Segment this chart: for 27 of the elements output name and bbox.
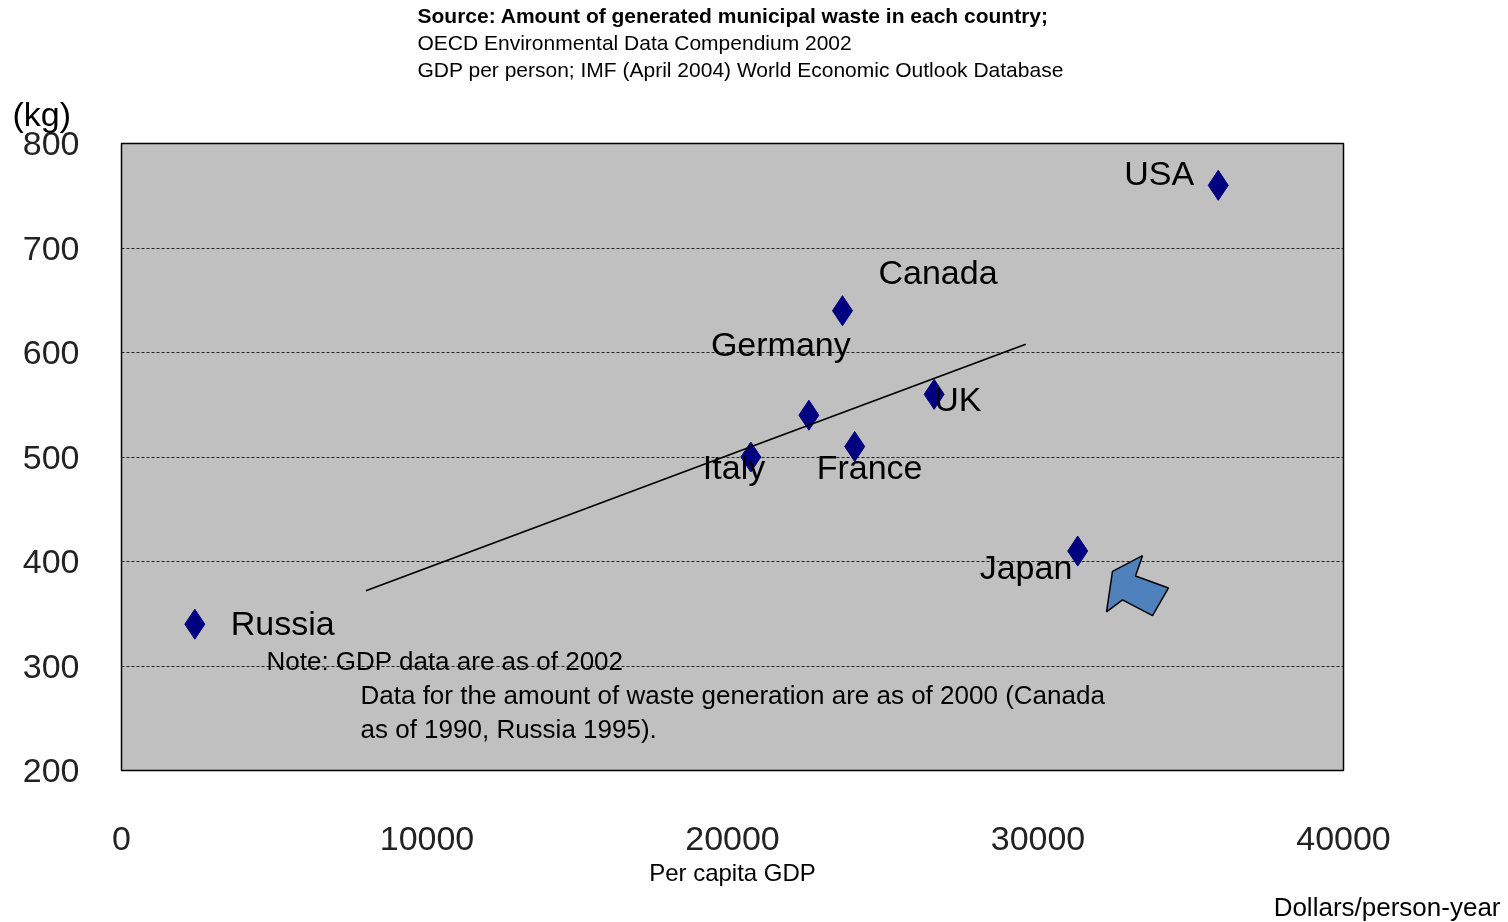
y-tick-label: 300: [22, 646, 80, 685]
annotation: Canada: [878, 252, 998, 291]
annotation: Data for the amount of waste generation are as of 2000 (Canada: [360, 679, 1106, 710]
annotation: USA: [1124, 153, 1195, 192]
y-tick-label: 200: [22, 751, 80, 789]
x-axis-title: Per capita GDP: [649, 858, 816, 886]
annotation: Russia: [230, 603, 335, 642]
y-tick-label: 700: [22, 228, 80, 267]
x-tick-label: 10000: [379, 818, 475, 857]
text: GDP per person; IMF (April 2004) World Economic Outlook Database: [417, 57, 1064, 81]
y-tick-label: 400: [22, 542, 80, 580]
annotation: as of 1990, Russia 1995).: [360, 713, 657, 744]
chart-title: Source: Amount of generated municipal waste in each country;: [417, 3, 1048, 27]
x-tick-label: 0: [112, 818, 131, 857]
annotation: Note: GDP data are as of 2002: [266, 645, 624, 676]
y-tick-label: 500: [22, 437, 80, 476]
annotation: UK: [934, 379, 982, 418]
x-tick-label: 40000: [1296, 818, 1391, 857]
annotation: Japan: [979, 547, 1073, 586]
annotation: Germany: [710, 325, 851, 364]
annotation: Italy: [702, 447, 766, 486]
y-tick-label: 600: [22, 333, 80, 371]
x-tick-label: 20000: [685, 818, 780, 857]
text: Dollars/person-year: [1273, 891, 1501, 922]
x-tick-label: 30000: [990, 818, 1086, 857]
annotation: France: [816, 448, 923, 487]
text: OECD Environmental Data Compendium 2002: [417, 30, 852, 54]
